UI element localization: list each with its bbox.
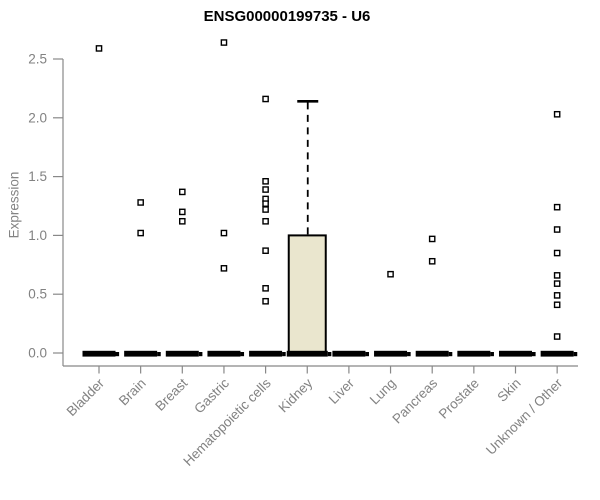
median-bar <box>82 350 116 357</box>
outlier-point <box>178 217 186 225</box>
zero-point-notch <box>115 352 120 357</box>
outlier-point <box>553 249 561 257</box>
y-tick-label: 2.0 <box>28 110 47 125</box>
zero-point-notch <box>240 352 245 357</box>
zero-point-notch <box>365 352 369 357</box>
outlier-point <box>428 257 436 265</box>
zero-point-notch <box>157 352 161 357</box>
outlier-point <box>262 178 269 185</box>
x-category-label: Kidney <box>276 375 316 415</box>
x-category-label: Liver <box>326 375 358 407</box>
zero-point-notch <box>573 352 578 357</box>
x-category-label: Brain <box>116 376 149 409</box>
outlier-point <box>262 186 269 193</box>
outlier-point <box>220 39 228 46</box>
outlier-point <box>553 110 561 118</box>
outlier-point <box>262 206 269 213</box>
x-category-label: Prostate <box>436 376 482 422</box>
x-category-label: Breast <box>152 375 190 413</box>
y-tick-label: 0.0 <box>28 346 47 361</box>
x-category-label: Unknown / Other <box>483 375 566 458</box>
outlier-point <box>428 235 436 243</box>
median-bar <box>124 350 158 357</box>
outlier-point <box>220 229 228 237</box>
zero-point-notch <box>490 352 494 357</box>
zero-point-notch <box>282 352 286 357</box>
outlier-point <box>262 297 269 305</box>
median-bar <box>332 350 366 357</box>
outlier-point <box>178 188 186 196</box>
outlier-point <box>553 280 561 287</box>
y-tick-label: 1.0 <box>28 228 47 243</box>
median-bar <box>499 350 532 357</box>
outlier-point <box>553 333 561 340</box>
zero-point-notch <box>407 352 411 357</box>
zero-point-notch <box>327 352 332 357</box>
x-category-label: Lung <box>367 376 399 408</box>
median-bar <box>415 350 449 357</box>
x-category-label: Pancreas <box>389 375 440 426</box>
outlier-point <box>387 270 394 278</box>
outlier-point <box>262 95 269 103</box>
outlier-point <box>137 199 144 206</box>
zero-point-notch <box>198 352 203 357</box>
outlier-point <box>553 301 561 309</box>
outlier-point <box>137 229 144 237</box>
outlier-point <box>553 203 561 211</box>
median-bar <box>374 350 408 357</box>
outlier-point <box>262 247 269 254</box>
x-category-label: Gastric <box>191 375 232 416</box>
y-tick-label: 1.5 <box>28 169 47 184</box>
median-bar <box>207 350 241 357</box>
outlier-point <box>262 285 269 292</box>
chart-title: ENSG00000199735 - U6 <box>203 8 371 25</box>
box <box>287 234 327 354</box>
outlier-point <box>262 217 269 225</box>
median-bar <box>165 350 199 357</box>
outlier-point <box>553 292 561 299</box>
outlier-point <box>262 200 269 207</box>
y-tick-label: 2.5 <box>28 52 47 67</box>
median-bar <box>540 350 574 357</box>
outlier-point <box>553 226 561 233</box>
x-category-label: Bladder <box>64 375 108 419</box>
outlier-point <box>553 272 561 279</box>
median-bar <box>286 350 328 357</box>
median-bar <box>249 350 283 357</box>
y-tick-label: 0.5 <box>28 287 47 302</box>
zero-point-notch <box>532 352 536 357</box>
median-bar <box>457 350 491 357</box>
outlier-point <box>178 208 186 216</box>
x-category-label: Skin <box>494 376 523 405</box>
outlier-point <box>220 265 228 272</box>
outlier-point <box>95 45 103 52</box>
zero-point-notch <box>448 352 453 357</box>
